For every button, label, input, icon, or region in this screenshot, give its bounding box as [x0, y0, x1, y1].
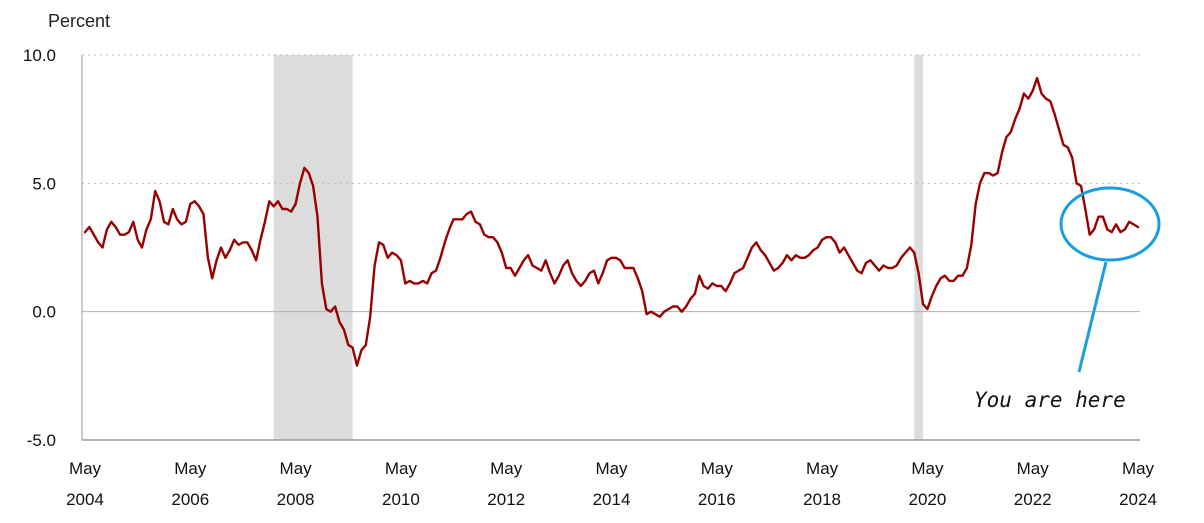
x-tick-month: May — [490, 459, 523, 478]
x-tick-year: 2008 — [277, 490, 315, 509]
x-tick-month: May — [911, 459, 944, 478]
x-tick-year: 2020 — [908, 490, 946, 509]
annotation: You are here — [974, 186, 1161, 412]
annotation-pointer — [1077, 261, 1108, 373]
x-tick-month: May — [806, 459, 839, 478]
x-tick-labels: May 2004 May 2006 May 2008 May 2010 May 2012 May 20… — [66, 459, 1157, 509]
recession-shading — [273, 55, 924, 440]
y-tick-label: -5.0 — [27, 431, 56, 450]
recession-band — [914, 55, 924, 440]
x-tick-year: 2014 — [593, 490, 631, 509]
gridlines — [82, 54, 1140, 313]
x-tick-year: 2018 — [803, 490, 841, 509]
x-tick-year: 2004 — [66, 490, 104, 509]
x-tick-year: 2024 — [1119, 490, 1157, 509]
x-tick-year: 2022 — [1014, 490, 1052, 509]
x-tick-month: May — [69, 459, 102, 478]
y-tick-label: 10.0 — [23, 46, 56, 65]
x-tick-year: 2010 — [382, 490, 420, 509]
y-tick-label: 5.0 — [32, 174, 56, 193]
x-tick-year: 2016 — [698, 490, 736, 509]
x-tick-month: May — [280, 459, 313, 478]
x-tick-month: May — [701, 459, 734, 478]
series — [83, 76, 1140, 367]
x-tick-month: May — [595, 459, 628, 478]
annotation-label: You are here — [974, 388, 1126, 412]
highlight-ellipse — [1059, 186, 1161, 262]
recession-band — [273, 55, 353, 440]
x-tick-month: May — [1122, 459, 1155, 478]
x-tick-year: 2006 — [171, 490, 209, 509]
x-tick-month: May — [174, 459, 207, 478]
axes — [81, 55, 1140, 441]
x-tick-year: 2012 — [487, 490, 525, 509]
y-axis-title: Percent — [48, 11, 110, 31]
x-tick-month: May — [1017, 459, 1050, 478]
y-tick-labels: 10.0 5.0 0.0 -5.0 — [23, 46, 56, 450]
series-line — [83, 76, 1140, 367]
x-tick-month: May — [385, 459, 418, 478]
y-tick-label: 0.0 — [32, 303, 56, 322]
